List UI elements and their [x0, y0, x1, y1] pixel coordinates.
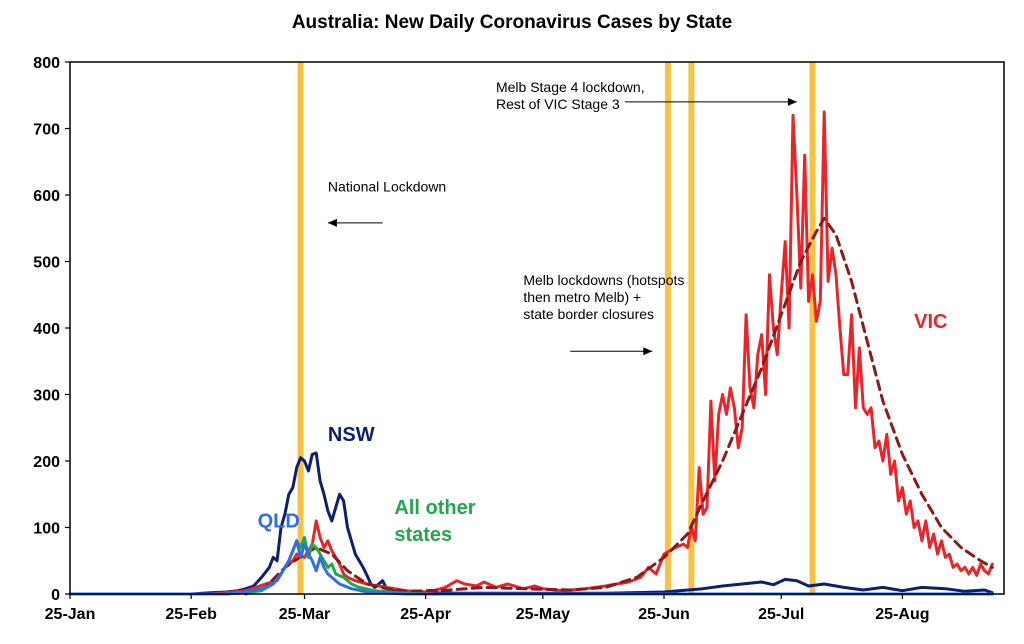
series-line-qld [68, 539, 994, 596]
series-lines [68, 110, 994, 596]
y-tick-label-800: 800 [33, 55, 60, 72]
event-lines [297, 62, 816, 594]
annotation-1: Melb Stage 4 lockdown, Rest of VIC Stage … [496, 79, 645, 112]
x-tick-label-0: 25-Jan [45, 606, 96, 623]
series-label-3: states [394, 524, 452, 546]
y-tick-label-600: 600 [33, 188, 60, 205]
chart-title: Australia: New Daily Coronavirus Cases b… [291, 12, 733, 33]
series-line-vic-average [244, 216, 994, 596]
series-line-vic [68, 110, 994, 596]
annotation-arrowhead-2 [643, 347, 653, 356]
y-tick-label-700: 700 [33, 122, 60, 139]
y-tick-label-400: 400 [33, 321, 60, 338]
annotation-0: National Lockdown [328, 179, 446, 195]
series-label-4: VIC [914, 311, 947, 333]
x-tick-label-7: 25-Aug [875, 606, 929, 623]
x-axis-ticks: 25-Jan 25-Feb 25-Mar 25-Apr 25-May 25-Jun 25-J… [45, 594, 930, 623]
series-labels: NSW QLD All other states VIC [258, 311, 948, 546]
y-tick-label-200: 200 [33, 454, 60, 471]
annotations: National Lockdown Melb Stage 4 lockdown, R… [327, 79, 797, 356]
series-label-1: QLD [258, 511, 300, 533]
series-line-nsw [68, 451, 994, 596]
series-label-0: NSW [328, 424, 375, 446]
x-tick-label-5: 25-Jun [638, 606, 690, 623]
y-tick-label-500: 500 [33, 255, 60, 272]
x-tick-label-4: 25-May [516, 606, 570, 623]
y-tick-label-0: 0 [51, 587, 60, 604]
x-tick-label-6: 25-Jul [758, 606, 804, 623]
y-tick-label-100: 100 [33, 521, 60, 538]
x-tick-label-1: 25-Feb [165, 606, 217, 623]
annotation-2: Melb lockdowns (hotspots then metro Melb)… [523, 272, 684, 322]
y-tick-label-300: 300 [33, 388, 60, 405]
y-axis-ticks: 0 100 200 300 400 500 600 700 800 [33, 55, 70, 604]
series-label-2: All other [394, 497, 475, 519]
annotation-arrowhead-0 [327, 218, 337, 227]
x-tick-label-3: 25-Apr [400, 606, 451, 623]
annotation-arrowhead-1 [787, 97, 797, 106]
x-tick-label-2: 25-Mar [279, 606, 331, 623]
